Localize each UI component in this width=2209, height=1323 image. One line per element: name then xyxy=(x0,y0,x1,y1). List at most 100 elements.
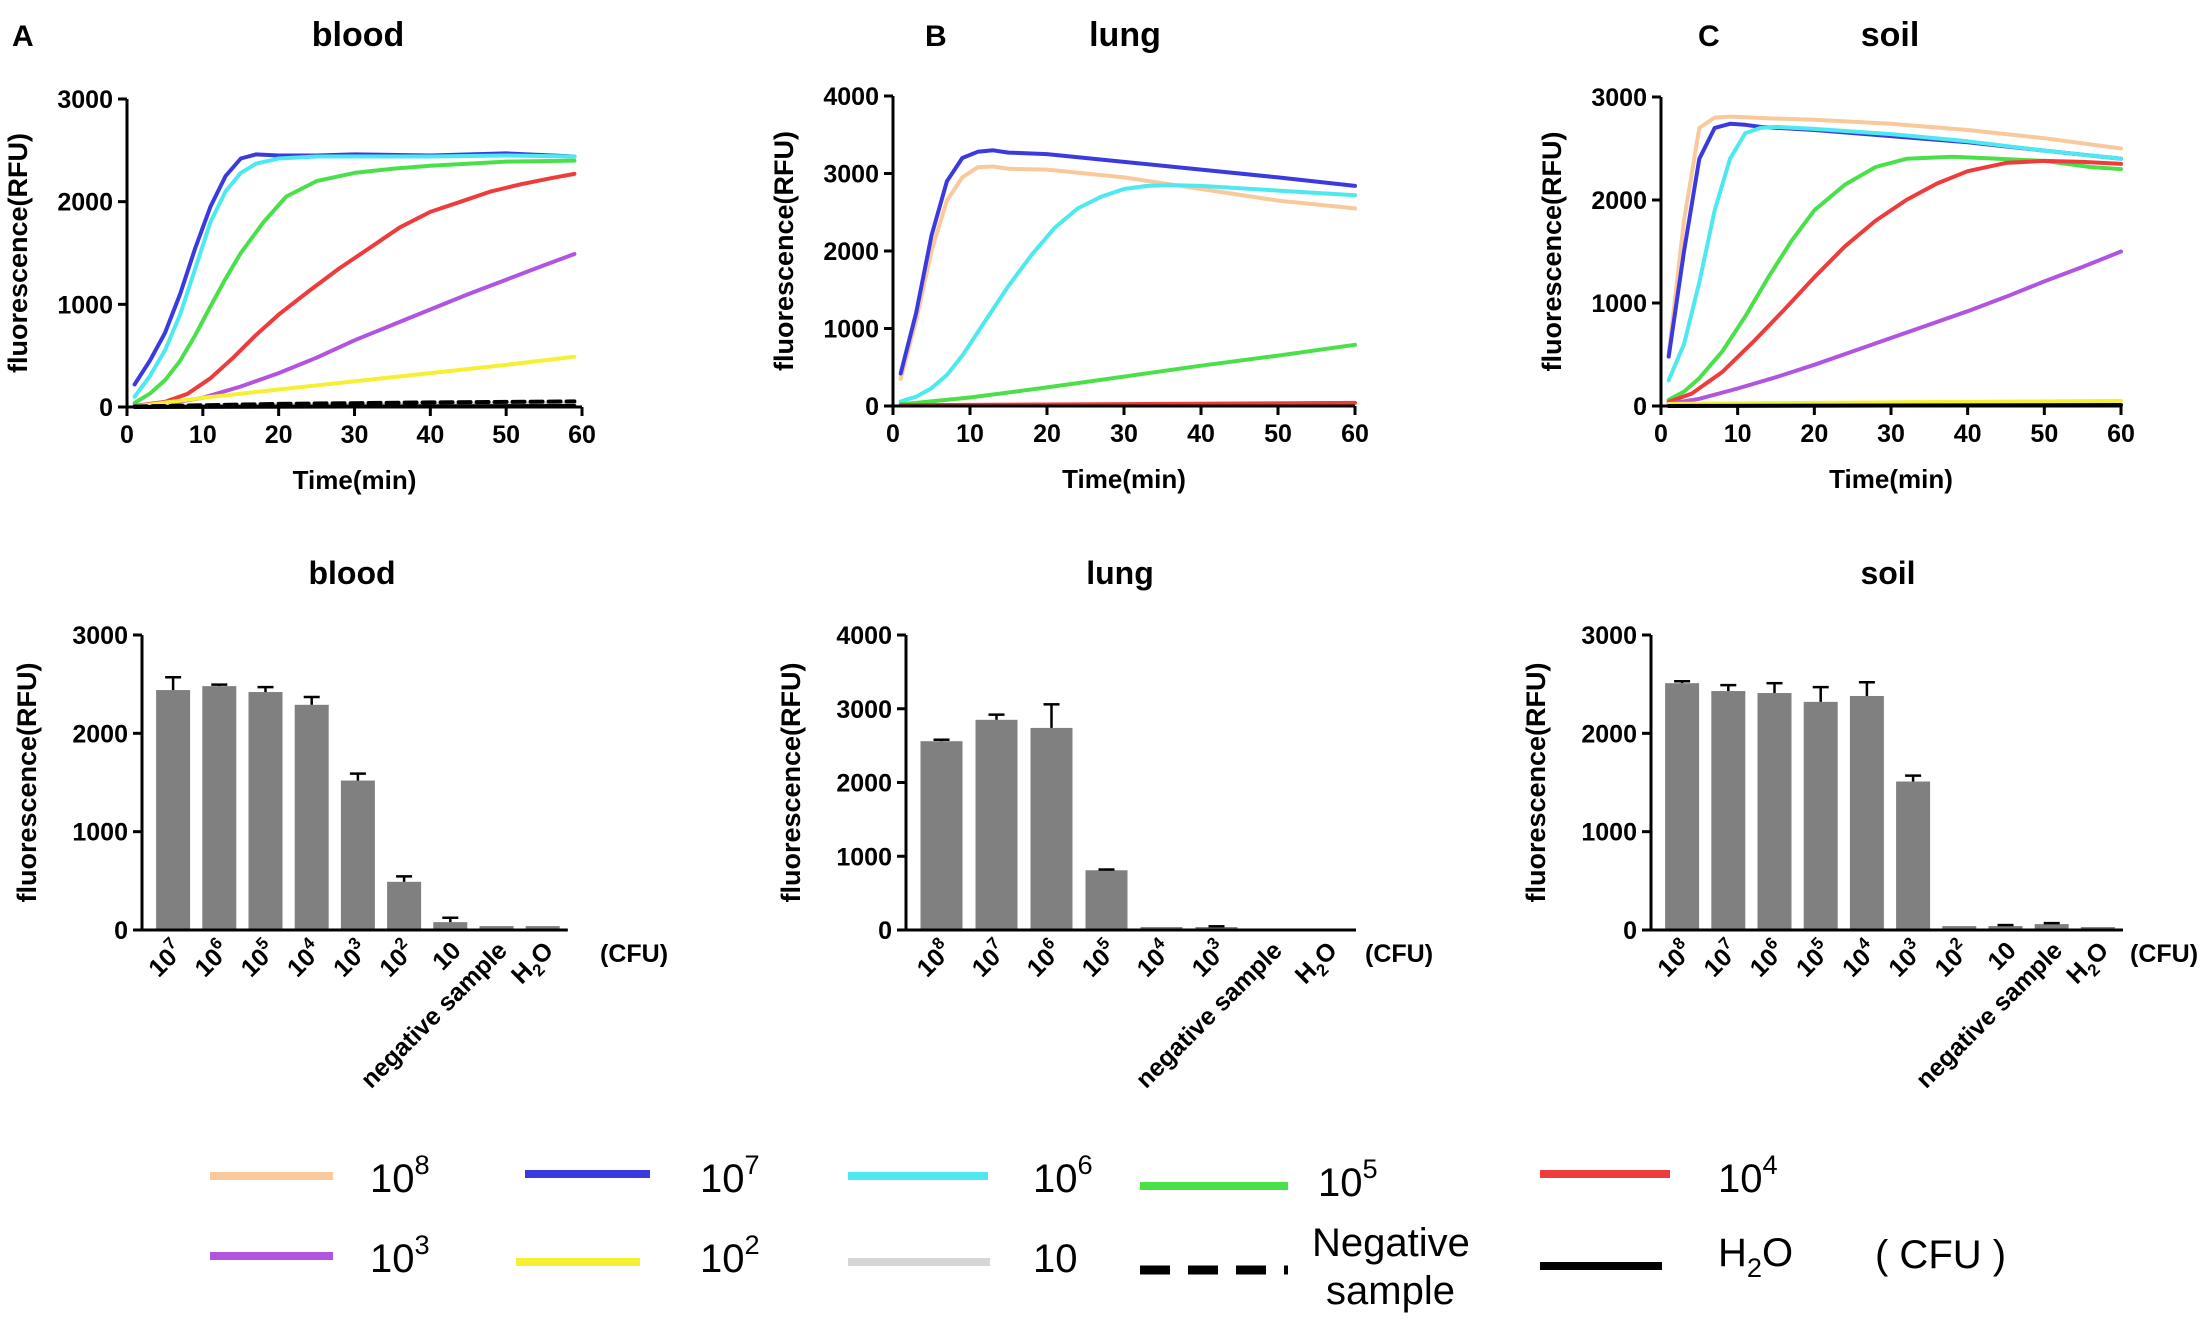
y-tick-label: 0 xyxy=(99,394,113,422)
y-axis-label: fluorescence(RFU) xyxy=(3,133,33,373)
legend-item-1e3: 103 xyxy=(210,1229,430,1281)
bar xyxy=(248,692,283,930)
category-label: 104 xyxy=(1834,933,1884,983)
category-label: 107 xyxy=(1695,933,1744,982)
chart-title: lung xyxy=(1089,16,1161,54)
legend-label: Negative xyxy=(1312,1221,1470,1265)
y-tick-label: 2000 xyxy=(57,189,113,217)
panel-letter: A xyxy=(12,20,34,53)
bar xyxy=(433,922,468,930)
series-line-1e6 xyxy=(1666,124,2123,383)
bar xyxy=(1849,695,1884,930)
bar xyxy=(1030,727,1073,930)
legend-label: 106 xyxy=(1033,1149,1093,1201)
y-tick-label: 3000 xyxy=(1581,622,1637,650)
bar xyxy=(1757,693,1792,930)
legend-label: H2O xyxy=(1718,1231,1793,1283)
y-tick-label: 1000 xyxy=(1581,819,1637,847)
y-tick-label: 3000 xyxy=(72,622,128,650)
y-tick-label: 3000 xyxy=(1591,84,1647,112)
y-tick-label: 2000 xyxy=(72,720,128,748)
x-axis-label: Time(min) xyxy=(1062,464,1186,494)
series-line-1e2 xyxy=(1666,398,2123,406)
bar xyxy=(1665,683,1700,930)
y-tick-label: 2000 xyxy=(1591,187,1647,215)
bar xyxy=(920,741,963,930)
legend-item-1e4: 104 xyxy=(1540,1149,1778,1201)
series-line-1e7 xyxy=(1666,121,2123,359)
y-tick-label: 3000 xyxy=(57,86,113,114)
category-label: 105 xyxy=(1788,933,1837,982)
x-tick-label: 60 xyxy=(1341,420,1369,448)
bar xyxy=(479,926,514,930)
x-tick-label: 30 xyxy=(1877,420,1905,448)
category-label: H2O xyxy=(1290,936,1347,993)
legend-label: 102 xyxy=(700,1229,760,1281)
y-tick-label: 0 xyxy=(865,393,879,421)
x-tick-label: 10 xyxy=(189,421,217,449)
bar xyxy=(1085,870,1128,930)
series-line-1e4 xyxy=(132,171,577,408)
panel-letter: C xyxy=(1698,20,1720,53)
y-tick-label: 3000 xyxy=(823,161,879,189)
bar xyxy=(525,926,560,930)
bar xyxy=(387,881,422,930)
series-line-1e3 xyxy=(1666,249,2123,406)
category-label: 103 xyxy=(1880,933,1929,982)
category-label: 108 xyxy=(909,933,958,982)
chart-title: soil xyxy=(1860,555,1915,591)
legend-item-h2o: H2O xyxy=(1540,1231,1793,1283)
chart-title: blood xyxy=(308,555,395,591)
bar xyxy=(1803,701,1838,930)
legend-label: 108 xyxy=(370,1149,430,1201)
series-line-1e8 xyxy=(898,164,1357,381)
category-label: 104 xyxy=(1129,933,1179,983)
legend-unit: ( CFU ) xyxy=(1875,1233,2006,1277)
category-label: 106 xyxy=(186,933,235,982)
series-line-1e7 xyxy=(898,148,1357,376)
category-label: 103 xyxy=(1184,933,1233,982)
unit-label: (CFU) xyxy=(1365,940,1433,968)
x-tick-label: 20 xyxy=(265,421,293,449)
y-tick-label: 1000 xyxy=(72,819,128,847)
x-tick-label: 0 xyxy=(886,420,900,448)
y-tick-label: 1000 xyxy=(836,843,892,871)
series-line-1e5 xyxy=(132,158,577,405)
y-tick-label: 0 xyxy=(114,917,128,945)
x-tick-label: 60 xyxy=(568,421,596,449)
y-axis-label: fluorescence(RFU) xyxy=(1537,131,1567,371)
x-tick-label: 10 xyxy=(1724,420,1752,448)
series-line-1e2 xyxy=(132,354,577,409)
category-label: 104 xyxy=(279,933,329,983)
category-label: 102 xyxy=(1926,933,1975,982)
chart-title: lung xyxy=(1086,555,1154,591)
bar xyxy=(1988,926,2023,930)
bar xyxy=(2034,924,2069,930)
bar xyxy=(340,780,375,930)
x-tick-label: 40 xyxy=(1187,420,1215,448)
legend-label: 10 xyxy=(1033,1237,1078,1281)
category-label: 108 xyxy=(1649,933,1698,982)
series-line-1e6 xyxy=(132,153,577,399)
legend-label: 107 xyxy=(700,1149,760,1201)
series-line-1e5 xyxy=(898,342,1357,407)
category-label: 106 xyxy=(1019,933,1068,982)
y-tick-label: 0 xyxy=(1623,917,1637,945)
y-tick-label: 2000 xyxy=(823,238,879,266)
bar xyxy=(1942,926,1977,930)
panel-letter: B xyxy=(925,20,947,53)
legend-label-line2: sample xyxy=(1326,1269,1455,1313)
y-tick-label: 4000 xyxy=(836,622,892,650)
category-label: H2O xyxy=(2061,936,2118,993)
x-axis-label: Time(min) xyxy=(293,465,417,495)
x-tick-label: 60 xyxy=(2107,420,2135,448)
bar xyxy=(1896,781,1931,930)
